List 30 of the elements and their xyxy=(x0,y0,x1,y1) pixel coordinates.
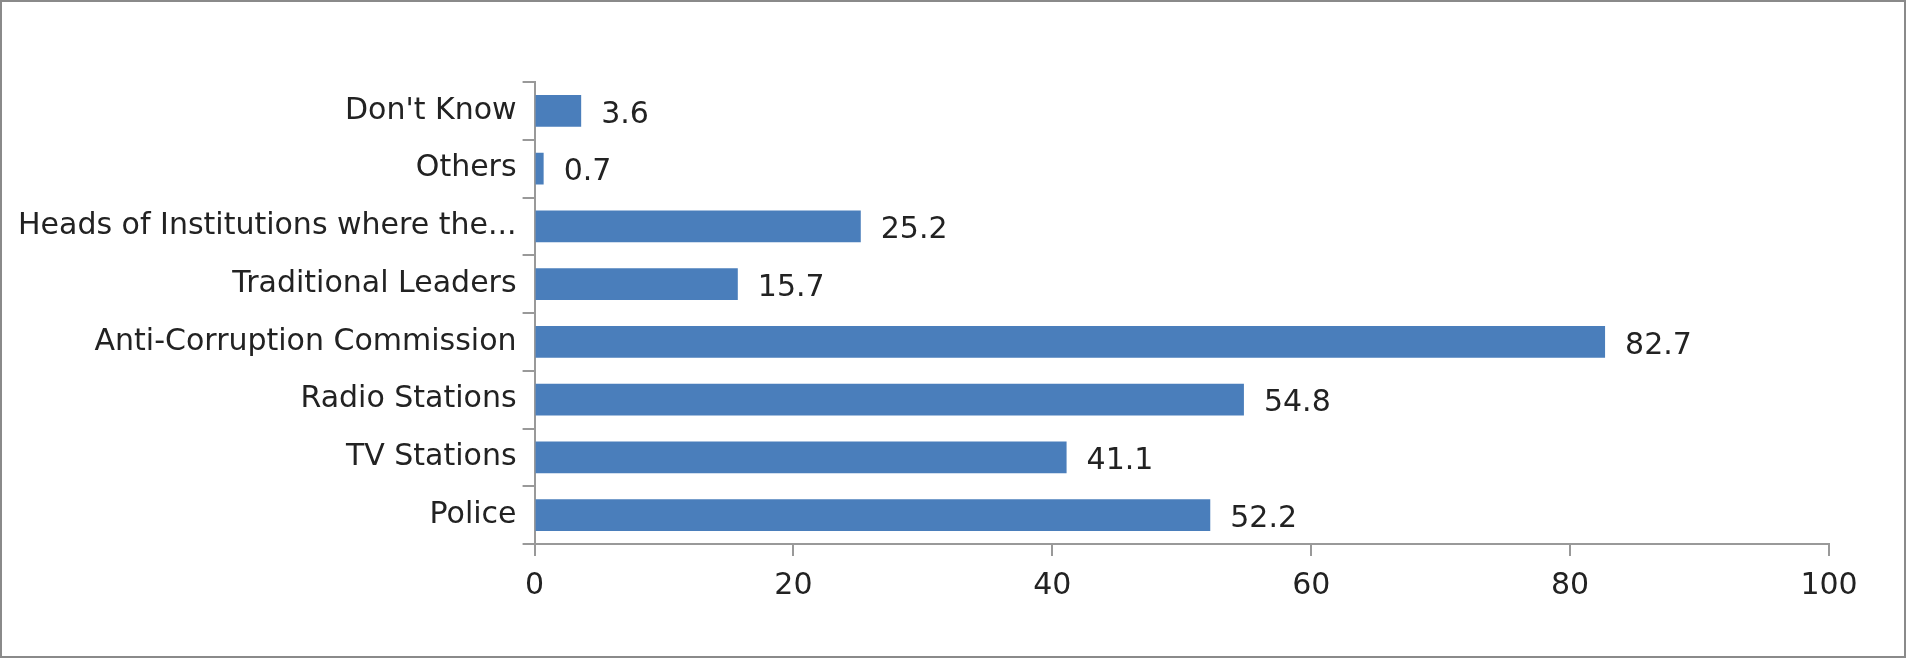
y-tick-label: Don't Know xyxy=(344,90,517,126)
x-tick-label: 80 xyxy=(1551,565,1590,601)
x-tick-label: 60 xyxy=(1292,565,1331,601)
y-tick-label: Heads of Institutions where the... xyxy=(18,206,517,242)
bar xyxy=(535,499,1211,532)
x-tick-label: 20 xyxy=(774,565,813,601)
y-tick-label: Anti-Corruption Commission xyxy=(94,321,517,357)
data-label: 3.6 xyxy=(601,94,649,130)
data-label: 52.2 xyxy=(1230,498,1298,534)
bar xyxy=(535,441,1067,474)
x-tick-label: 100 xyxy=(1800,565,1858,601)
data-label: 0.7 xyxy=(563,152,612,188)
y-tick-label: TV Stations xyxy=(344,437,517,473)
bar xyxy=(535,268,738,301)
bar xyxy=(535,152,544,185)
y-tick-label: Traditional Leaders xyxy=(231,263,517,299)
data-label: 15.7 xyxy=(757,267,825,303)
data-label: 82.7 xyxy=(1625,325,1692,361)
bar xyxy=(535,325,1606,358)
bar xyxy=(535,383,1244,416)
y-tick-label: Others xyxy=(415,148,517,184)
data-label: 54.8 xyxy=(1263,383,1331,419)
bar xyxy=(535,94,582,127)
x-tick-label: 40 xyxy=(1033,565,1072,601)
y-tick-label: Police xyxy=(429,494,517,530)
x-tick-label: 0 xyxy=(525,565,545,601)
y-tick-label: Radio Stations xyxy=(300,379,517,415)
data-label: 25.2 xyxy=(880,210,948,246)
bar xyxy=(535,210,861,243)
data-label: 41.1 xyxy=(1086,441,1154,477)
